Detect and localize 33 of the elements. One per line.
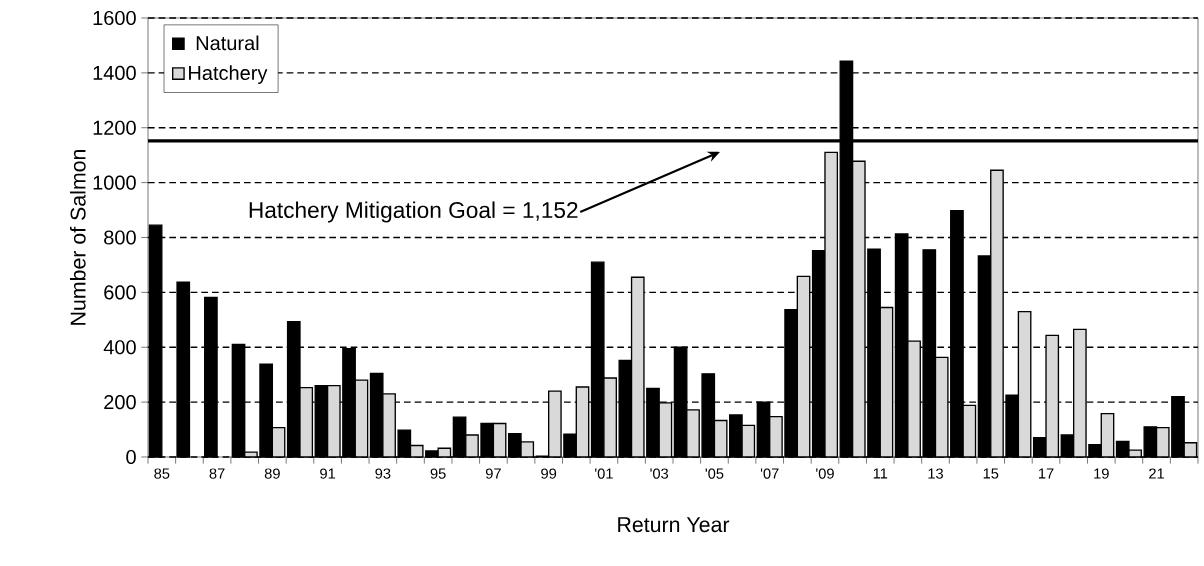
y-tick-label: 0 — [126, 449, 136, 465]
x-tick-label: 17 — [1038, 468, 1054, 479]
y-tick-label: 400 — [103, 340, 136, 355]
x-axis-title: Return Year — [618, 517, 730, 533]
y-tick-label: 200 — [104, 395, 136, 410]
y-tick-label: 1400 — [93, 65, 136, 80]
y-axis-title: Number of Salmon — [69, 150, 86, 325]
x-tick-label: 97 — [485, 468, 501, 479]
x-tick-label: '05 — [705, 468, 724, 479]
x-tick-label: 11 — [873, 468, 888, 479]
x-tick-label: 21 — [1149, 468, 1164, 479]
x-tick-label: 89 — [264, 468, 280, 479]
x-tick-label: 85 — [154, 468, 170, 479]
x-tick-label: 91 — [320, 468, 336, 479]
x-tick-label: 99 — [541, 468, 557, 479]
x-tick-label: '01 — [595, 468, 613, 479]
y-tick-label: 800 — [104, 230, 136, 245]
x-tick-label: 95 — [430, 468, 446, 479]
y-tick-label: 600 — [104, 285, 136, 300]
legend-label: Hatchery — [189, 65, 268, 84]
x-tick-label: '09 — [816, 468, 834, 479]
x-tick-label: 13 — [928, 468, 943, 479]
x-tick-label: 87 — [209, 468, 225, 479]
x-tick-label: '03 — [650, 468, 669, 479]
x-tick-label: 19 — [1094, 468, 1109, 479]
y-tick-label: 1000 — [93, 175, 136, 190]
y-tick-label: 1600 — [93, 10, 136, 26]
legend-label: Natural — [196, 35, 259, 51]
x-tick-label: 15 — [983, 468, 999, 479]
ref-line-label: Hatchery Mitigation Goal = 1,152 — [249, 201, 578, 223]
x-tick-label: '07 — [760, 468, 779, 479]
x-tick-label: 93 — [375, 468, 391, 479]
y-tick-label: 1200 — [93, 120, 136, 135]
